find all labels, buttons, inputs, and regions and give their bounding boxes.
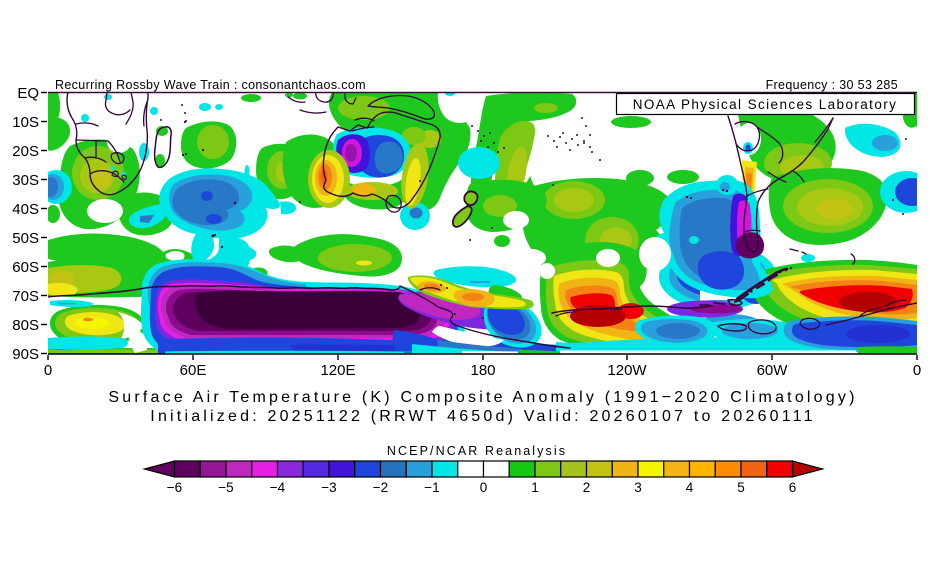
svg-text:90S: 90S [12,346,39,363]
svg-text:20S: 20S [12,143,39,160]
svg-text:1: 1 [531,480,539,495]
svg-text:180: 180 [470,362,495,379]
svg-text:120W: 120W [607,362,647,379]
svg-text:Recurring Rossby Wave Train :: Recurring Rossby Wave Train : consonantc… [55,78,366,92]
svg-text:40S: 40S [12,201,39,218]
svg-text:−3: −3 [321,480,336,495]
svg-text:60E: 60E [180,362,207,379]
svg-text:0: 0 [44,362,52,379]
svg-text:4: 4 [686,480,694,495]
svg-text:NCEP/NCAR Reanalysis: NCEP/NCAR Reanalysis [387,444,567,458]
svg-text:10S: 10S [12,114,39,131]
svg-text:−4: −4 [270,480,286,495]
svg-text:60S: 60S [12,259,39,276]
svg-text:80S: 80S [12,317,39,334]
svg-text:50S: 50S [12,230,39,247]
svg-text:Surface Air Temperature (K) Co: Surface Air Temperature (K) Composite An… [108,389,857,406]
svg-text:EQ: EQ [17,85,39,102]
svg-text:−5: −5 [218,480,233,495]
svg-text:70S: 70S [12,288,39,305]
svg-text:0: 0 [480,480,488,495]
svg-text:NOAA Physical Sciences Laborat: NOAA Physical Sciences Laboratory [633,97,898,112]
svg-text:−2: −2 [373,480,388,495]
svg-text:−1: −1 [424,480,439,495]
svg-text:0: 0 [913,362,921,379]
svg-text:−6: −6 [167,480,182,495]
svg-text:120E: 120E [320,362,355,379]
svg-text:30S: 30S [12,172,39,189]
svg-text:Initialized: 20251122 (RRWT 46: Initialized: 20251122 (RRWT 4650d) Valid… [150,408,815,425]
svg-text:60W: 60W [757,362,789,379]
svg-text:Frequency : 30 53 285: Frequency : 30 53 285 [766,78,898,92]
svg-text:2: 2 [583,480,591,495]
svg-text:6: 6 [789,480,797,495]
svg-text:5: 5 [737,480,745,495]
svg-text:3: 3 [634,480,642,495]
